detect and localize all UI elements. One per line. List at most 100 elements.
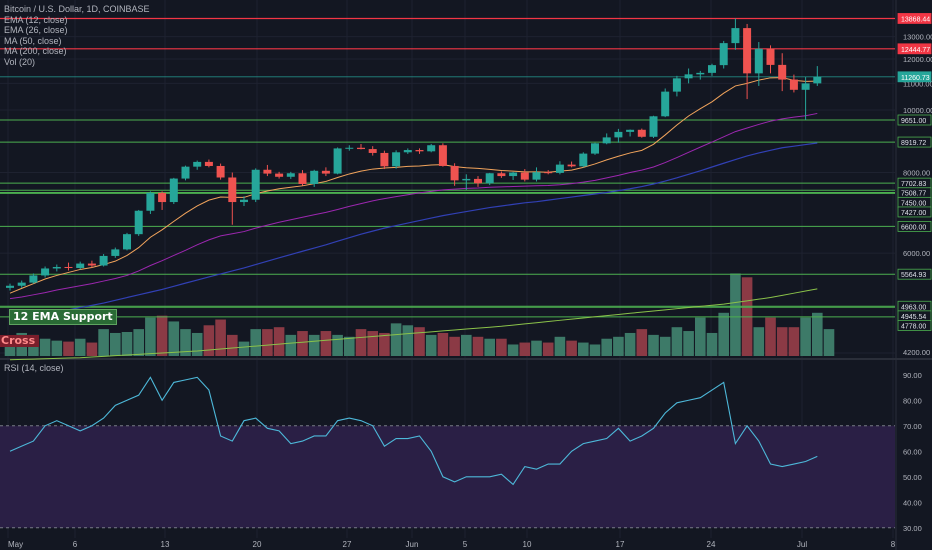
candle-body [169,178,178,203]
x-tick-label: 24 [707,540,716,549]
candle-body [719,43,728,66]
volume-bar [624,332,636,356]
candle-body [567,164,576,167]
volume-bar [449,336,460,356]
volume-bar [238,341,250,356]
volume-bar [472,336,484,356]
volume-bar [695,317,706,356]
price-level-label-bg [897,320,932,331]
candle-body [778,64,787,80]
candle-body [754,48,763,74]
candle-body [392,152,401,167]
candle-body [427,145,436,152]
volume-bar [390,323,402,356]
price-level-label-bg [897,268,932,280]
candle-body [462,178,471,181]
x-tick-label: 8 [891,540,896,549]
rsi-tick-label: 30.00 [903,524,922,533]
candle-body [321,170,330,174]
price-tick-label: 13000.00 [903,33,932,42]
ma50-line [9,142,818,323]
candle-body [6,285,14,288]
price-level-label: 7450.00 [901,200,926,207]
volume-bar [227,334,238,356]
candle-body [240,199,248,203]
candle-body [474,178,482,184]
volume-bar [507,344,519,356]
candle-body [813,76,822,84]
legend-volume[interactable]: Vol (20) [4,56,36,67]
candle-body [532,172,541,180]
candle-body [649,116,658,137]
volume-bar [133,329,144,356]
price-level-label: 4945.54 [901,314,926,321]
volume-bar [367,331,378,356]
candle-body [99,255,108,266]
price-level-label-bg [897,136,932,148]
ema-support-annotation: 12 EMA Support [9,309,117,325]
candle-body [123,234,131,250]
candle-body [626,129,635,132]
candle-body [509,172,518,177]
volume-bar [718,312,729,356]
ema12-line [9,77,818,294]
volume-bar [812,312,823,356]
price-level-label: 7427.00 [901,210,926,217]
candle-body [485,173,494,184]
volume-bar [730,273,741,356]
candle-body [298,173,307,184]
rsi-tick-label: 40.00 [903,498,922,507]
volume-bar [578,342,589,356]
candle-body [684,74,693,79]
x-tick-label: Jul [797,540,807,549]
volume-bar [121,332,133,356]
volume-bar [519,342,531,356]
volume-bar [180,329,191,356]
candle-body [263,169,272,174]
candle-body [614,131,623,138]
rsi-tick-label: 50.00 [903,473,922,482]
price-tick-label: 6000.00 [903,249,930,258]
candle-body [357,147,365,150]
candle-body [450,165,459,181]
legend-ma50[interactable]: MA (50, close) [4,35,62,46]
candle-body [345,147,354,149]
legend-ema26[interactable]: EMA (26, close) [4,25,68,35]
legend-rsi[interactable]: RSI (14, close) [4,363,64,373]
volume-bar [168,321,180,356]
ema26-line [9,112,818,300]
volume-bar [753,327,765,356]
candle-body [193,161,202,167]
x-tick-label: 6 [73,540,78,549]
candle-body [415,150,424,152]
price-level-label: 12444.77 [901,47,930,54]
rsi-tick-label: 90.00 [903,371,922,380]
price-level-label: 11260.73 [901,75,930,82]
volume-bar [554,336,566,356]
legend-ema12[interactable]: EMA (12, close) [4,14,68,25]
legend-ma200[interactable]: MA (200, close) [4,46,67,56]
price-level-label: 9651.00 [901,118,926,125]
price-level-label-bg [897,43,932,55]
volume-bar [191,332,203,356]
price-level-label: 7702.83 [901,181,926,188]
candle-body [789,79,798,90]
volume-bar [262,329,273,356]
indicator-legend: Bitcoin / U.S. Dollar, 1D, COINBASE EMA … [4,4,150,67]
volume-bar [636,329,648,356]
candle-body [766,48,775,65]
volume-bar [683,331,694,356]
candle-body [275,173,284,177]
price-level-label: 5564.93 [901,272,926,279]
x-tick-label: 20 [253,540,262,549]
rsi-tick-label: 60.00 [903,447,922,456]
volume-bar [589,344,601,356]
chart-title: Bitcoin / U.S. Dollar, 1D, COINBASE [4,4,150,14]
candle-body [579,153,588,167]
candle-body [181,166,190,179]
candle-body [310,170,319,184]
candle-body [228,177,237,203]
rsi-tick-label: 70.00 [903,422,922,431]
candle-body [497,173,506,177]
